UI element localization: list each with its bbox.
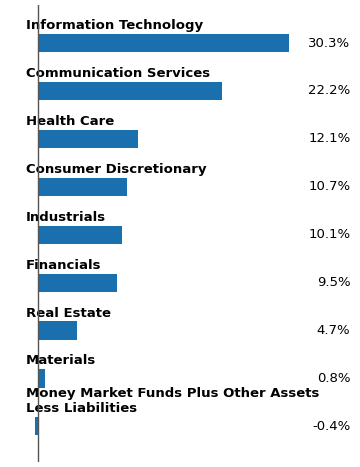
Text: Money Market Funds Plus Other Assets
Less Liabilities: Money Market Funds Plus Other Assets Les… xyxy=(26,387,319,415)
Text: 12.1%: 12.1% xyxy=(308,132,350,145)
Text: Consumer Discretionary: Consumer Discretionary xyxy=(26,163,206,176)
Text: Communication Services: Communication Services xyxy=(26,67,210,80)
Bar xyxy=(38,274,117,292)
Text: 10.7%: 10.7% xyxy=(308,180,350,193)
Text: Information Technology: Information Technology xyxy=(26,19,203,32)
Text: 9.5%: 9.5% xyxy=(317,276,350,289)
Bar xyxy=(38,130,138,148)
Bar xyxy=(38,369,45,388)
Bar xyxy=(38,321,77,340)
Bar xyxy=(38,177,127,196)
Text: Health Care: Health Care xyxy=(26,115,114,128)
Text: Materials: Materials xyxy=(26,354,96,368)
Text: 4.7%: 4.7% xyxy=(317,324,350,337)
Bar xyxy=(38,34,289,52)
Bar xyxy=(38,82,222,100)
Bar xyxy=(38,226,122,244)
Text: 22.2%: 22.2% xyxy=(308,85,350,98)
Text: Financials: Financials xyxy=(26,259,101,272)
Text: Real Estate: Real Estate xyxy=(26,306,111,319)
Text: -0.4%: -0.4% xyxy=(312,420,350,433)
Text: 0.8%: 0.8% xyxy=(317,372,350,385)
Bar xyxy=(35,417,38,436)
Text: Industrials: Industrials xyxy=(26,211,106,224)
Text: 30.3%: 30.3% xyxy=(308,36,350,50)
Text: 10.1%: 10.1% xyxy=(308,228,350,241)
